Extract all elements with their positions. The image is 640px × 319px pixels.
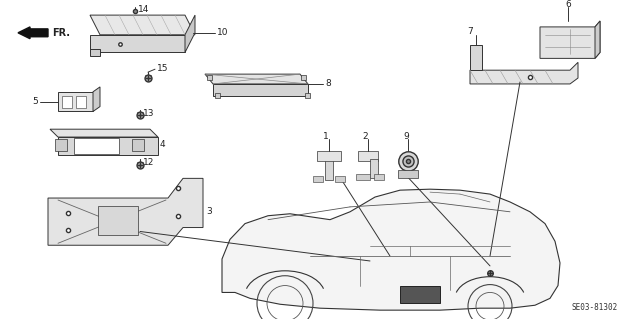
Bar xyxy=(98,206,138,235)
Polygon shape xyxy=(48,178,203,245)
Bar xyxy=(335,176,345,182)
Polygon shape xyxy=(50,129,158,137)
Polygon shape xyxy=(90,48,100,56)
Text: SE03-81302: SE03-81302 xyxy=(572,303,618,312)
Text: 3: 3 xyxy=(206,207,212,216)
Text: FR.: FR. xyxy=(52,28,70,38)
Bar xyxy=(358,151,378,161)
Polygon shape xyxy=(470,45,482,70)
Bar xyxy=(305,93,310,98)
Polygon shape xyxy=(93,87,100,111)
Bar xyxy=(325,159,333,180)
Polygon shape xyxy=(213,84,308,96)
Text: 4: 4 xyxy=(160,140,166,149)
Bar xyxy=(215,93,220,98)
Text: 6: 6 xyxy=(565,0,571,9)
Text: 5: 5 xyxy=(32,97,38,106)
Text: 10: 10 xyxy=(217,28,228,37)
Bar xyxy=(55,139,67,151)
Bar xyxy=(400,286,440,303)
Text: 13: 13 xyxy=(143,109,154,118)
Polygon shape xyxy=(205,74,308,84)
Polygon shape xyxy=(222,189,560,310)
Bar xyxy=(356,174,370,180)
Polygon shape xyxy=(58,92,93,111)
Bar xyxy=(317,151,341,161)
Polygon shape xyxy=(58,137,158,155)
Bar xyxy=(374,174,384,180)
Text: 1: 1 xyxy=(323,131,329,141)
Text: 14: 14 xyxy=(138,5,149,14)
Bar xyxy=(62,96,72,108)
Polygon shape xyxy=(90,15,195,35)
Polygon shape xyxy=(90,35,185,53)
Bar xyxy=(301,75,306,80)
Polygon shape xyxy=(540,21,600,58)
FancyArrow shape xyxy=(18,27,48,39)
Text: 12: 12 xyxy=(143,158,154,167)
Polygon shape xyxy=(595,21,600,58)
Text: 9: 9 xyxy=(403,131,409,141)
Bar xyxy=(398,170,418,178)
Text: 15: 15 xyxy=(157,64,168,73)
Text: 2: 2 xyxy=(362,131,368,141)
Text: 8: 8 xyxy=(325,79,331,88)
Polygon shape xyxy=(470,62,578,84)
Bar xyxy=(132,139,144,151)
Bar xyxy=(313,176,323,182)
Bar xyxy=(74,138,119,154)
Bar xyxy=(76,96,86,108)
Bar xyxy=(370,159,378,178)
Bar xyxy=(207,75,212,80)
Text: 7: 7 xyxy=(467,27,473,36)
Polygon shape xyxy=(185,15,195,53)
